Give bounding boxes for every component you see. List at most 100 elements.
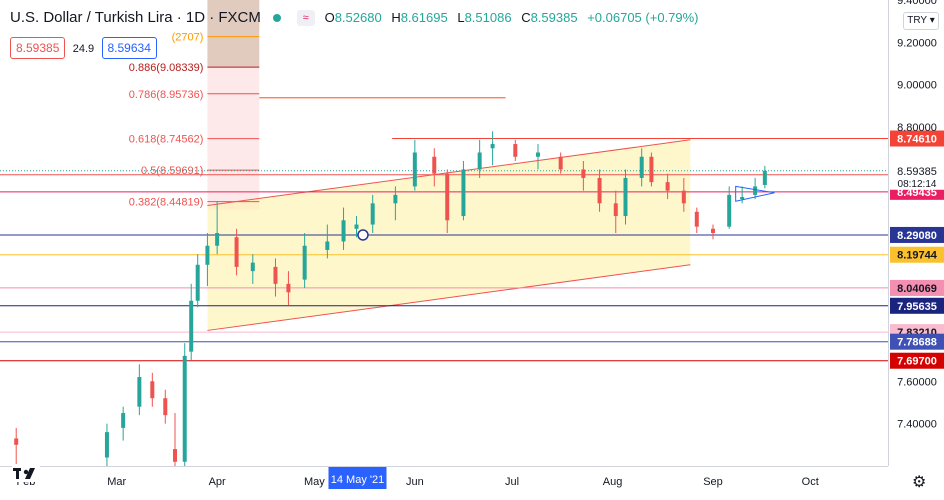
candle-body: [681, 190, 686, 204]
low-label: L: [457, 10, 465, 25]
candle-body: [581, 169, 586, 178]
time-tick-label: Jun: [406, 476, 424, 488]
anchor-point: [357, 229, 369, 241]
candle-body: [513, 144, 518, 157]
candle-body: [325, 241, 330, 250]
time-tick-label: Apr: [209, 476, 226, 488]
indicator-icon[interactable]: ≈: [296, 10, 315, 27]
symbol-title[interactable]: U.S. Dollar / Turkish Lira · 1D · FXCM: [10, 9, 261, 26]
time-tick-label: Oct: [802, 476, 819, 488]
candle-body: [104, 432, 109, 458]
candle-body: [753, 186, 758, 195]
candle-body: [613, 203, 618, 217]
candle-body: [14, 438, 19, 445]
candle-body: [205, 245, 210, 265]
time-tick-label: May: [304, 476, 325, 488]
high-label: H: [391, 10, 401, 25]
price-level-tag: [890, 333, 944, 350]
candle-body: [623, 177, 628, 217]
price-level-label: 8.74610: [897, 134, 937, 146]
price-axis-labels: 8.746108.574888.494358.290808.197448.040…: [890, 0, 944, 431]
candle-body: [234, 237, 239, 267]
candle-body: [597, 177, 602, 204]
price-level-label: 7.78688: [897, 337, 937, 349]
price-tick-label: 9.00000: [897, 80, 937, 92]
spread-value: 24.9: [72, 43, 95, 55]
fib-label: 0.5(8.59691): [141, 165, 203, 177]
candle-body: [354, 224, 359, 229]
candle-body: [302, 245, 307, 280]
fib-label: 0.886(9.08339): [129, 62, 204, 74]
price-level-label: 8.29080: [897, 230, 937, 242]
fib-label: (2707): [172, 32, 204, 44]
candle-body: [727, 194, 732, 227]
time-tick-label: Mar: [107, 476, 126, 488]
price-tick-label: 8.80000: [897, 122, 937, 134]
tradingview-logo: [12, 464, 40, 482]
chart-legend: U.S. Dollar / Turkish Lira · 1D · FXCM ≈…: [10, 9, 705, 27]
last-price-tag: [890, 161, 944, 190]
candle-body: [665, 182, 670, 191]
open-value: 8.52680: [334, 10, 382, 25]
close-label: C: [521, 10, 531, 25]
price-level-label: 8.04069: [897, 283, 937, 295]
candle-body: [445, 173, 450, 221]
candle-body: [250, 262, 255, 272]
sell-button[interactable]: 8.59385: [10, 37, 66, 59]
candle-body: [182, 355, 187, 462]
candle-body: [393, 194, 398, 204]
currency-select[interactable]: TRY ▾: [903, 12, 939, 30]
market-open-indicator: [272, 14, 281, 22]
candle-body: [432, 156, 437, 174]
price-level-tag: [890, 297, 944, 314]
crosshair-date-tag: [328, 467, 387, 489]
time-axis[interactable]: FebMarAprMayJunJulAugSepOct14 May '21: [0, 466, 888, 495]
candle-body: [121, 413, 126, 428]
price-axis[interactable]: 8.746108.574888.494358.290808.197448.040…: [888, 0, 944, 466]
candle-body: [273, 266, 278, 284]
open-label: O: [324, 10, 335, 25]
trade-panel: 8.59385 24.9 8.59634: [10, 37, 157, 59]
candle-body: [740, 196, 745, 200]
crosshair-date-label: 14 May '21: [331, 474, 384, 486]
candle-body: [163, 398, 168, 416]
candle-body: [341, 220, 346, 242]
ohlc-values: O8.52680 H8.61695 L8.51086 C8.59385 +0.0…: [325, 10, 705, 25]
price-level-label: 7.95635: [897, 301, 937, 313]
gear-icon[interactable]: ⚙: [912, 474, 927, 491]
candle-body: [490, 144, 495, 149]
candle-body: [477, 152, 482, 170]
price-level-tag: [890, 226, 944, 243]
countdown-label: 08:12:14: [898, 179, 937, 190]
candle-body: [558, 156, 563, 170]
candlestick-chart[interactable]: 0.886(9.08339) 0.786(8.95736) 0.618(8.7456…: [0, 0, 888, 466]
candle-body: [412, 152, 417, 187]
channel-upper-line: [207, 139, 691, 206]
close-value: 8.59385: [530, 10, 578, 25]
candle-body: [286, 283, 291, 293]
fib-label: 0.382(8.44819): [129, 197, 204, 209]
time-tick-label: Aug: [603, 476, 623, 488]
candle-body: [649, 156, 654, 183]
price-level-tag: [890, 246, 944, 263]
time-tick-label: Sep: [703, 476, 723, 488]
price-level-label: 7.69700: [897, 356, 937, 368]
triangle-pattern: [735, 185, 775, 202]
candle-body: [639, 156, 644, 178]
price-level-tag: [890, 130, 944, 147]
candle-body: [461, 169, 466, 217]
candle-body: [762, 170, 767, 185]
last-price-label: 8.59385: [897, 166, 937, 178]
chart-plot-area[interactable]: 0.886(9.08339) 0.786(8.95736) 0.618(8.7456…: [0, 0, 888, 466]
price-tick-label: 7.40000: [897, 419, 937, 431]
low-value: 8.51086: [464, 10, 512, 25]
candle-body: [189, 300, 194, 352]
price-level-label: 8.19744: [897, 250, 938, 262]
candle-body: [694, 211, 699, 227]
price-level-label: 8.49435: [897, 187, 937, 199]
price-level-tag: [890, 279, 944, 296]
buy-button[interactable]: 8.59634: [101, 37, 157, 59]
change-value: +0.06705 (+0.79%): [587, 10, 699, 25]
candle-body: [173, 449, 178, 462]
fib-label: 0.618(8.74562): [129, 134, 204, 146]
